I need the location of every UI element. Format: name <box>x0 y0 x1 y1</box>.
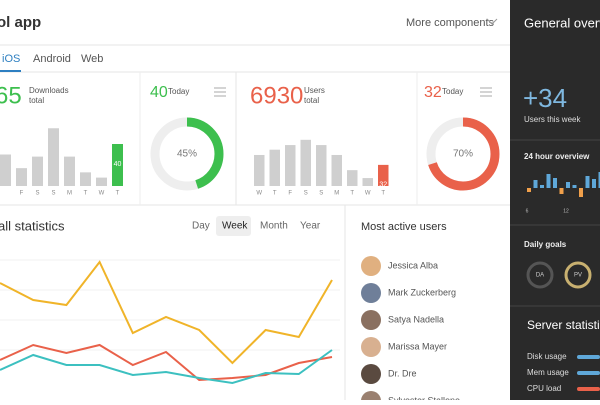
hour-bar <box>592 179 596 188</box>
bar <box>32 157 43 186</box>
avatar <box>361 310 381 330</box>
period-tab[interactable]: Month <box>260 221 288 232</box>
users-count: +34 <box>523 83 567 113</box>
period-tab[interactable]: Week <box>222 221 248 232</box>
day-label: F <box>288 191 292 197</box>
day-label: T <box>116 191 120 197</box>
period-tab[interactable]: Year <box>300 221 321 232</box>
bar <box>64 157 75 186</box>
server-label: CPU load <box>527 384 561 393</box>
hour-bar <box>547 174 551 188</box>
hour-bar <box>586 176 590 188</box>
bar <box>96 178 107 186</box>
bar <box>285 145 296 186</box>
server-bar <box>577 355 600 359</box>
bar <box>254 155 265 186</box>
hour-bar <box>566 182 570 188</box>
section-title: Most active users <box>361 221 447 233</box>
total-label: Downloads <box>29 86 69 95</box>
tab[interactable]: iOS <box>2 53 20 65</box>
today-label: Today <box>168 87 189 96</box>
avatar <box>361 337 381 357</box>
day-label: T <box>381 191 385 197</box>
tab-underline <box>0 70 21 72</box>
today-value: 32 <box>424 84 442 101</box>
side-title: General overvie <box>524 15 600 30</box>
bar <box>316 145 327 186</box>
hour-tick: 12 <box>563 208 569 214</box>
day-label: S <box>319 191 323 197</box>
hour-bar <box>540 185 544 188</box>
user-name[interactable]: Marissa Mayer <box>388 341 447 351</box>
tab[interactable]: Web <box>81 53 103 65</box>
day-label: W <box>256 191 262 197</box>
avatar <box>361 256 381 276</box>
goal-label: DA <box>536 273 544 279</box>
bar <box>16 168 27 186</box>
bar-label: 32 <box>379 182 387 189</box>
hour-bar <box>573 185 577 188</box>
day-label: W <box>99 191 105 197</box>
day-label: S <box>51 191 55 197</box>
today-value: 40 <box>150 84 168 101</box>
bar-label: 40 <box>114 161 122 168</box>
today-label: Today <box>442 87 463 96</box>
day-label: T <box>84 191 88 197</box>
menu-button[interactable]: More components <box>406 17 495 29</box>
tab[interactable]: Android <box>33 53 71 65</box>
user-name[interactable]: Satya Nadella <box>388 314 444 324</box>
hour-bar <box>579 188 583 197</box>
donut-label: 70% <box>453 149 473 160</box>
day-label: M <box>334 191 339 197</box>
goal-label: PV <box>574 273 582 279</box>
total-label: total <box>29 96 44 105</box>
bar <box>301 140 312 186</box>
day-label: T <box>273 191 277 197</box>
bar <box>48 128 59 186</box>
day-label: S <box>35 191 39 197</box>
total-label: Users <box>304 86 325 95</box>
bar <box>270 150 281 186</box>
section-title: all statistics <box>0 218 65 233</box>
total: 6930 <box>250 82 303 109</box>
avatar <box>361 283 381 303</box>
donut-label: 45% <box>177 149 197 160</box>
hour-bar <box>527 188 531 192</box>
day-label: S <box>304 191 308 197</box>
side-panel <box>510 0 600 400</box>
day-label: F <box>20 191 24 197</box>
bar <box>363 178 374 186</box>
side-subtitle: Daily goals <box>524 240 567 249</box>
bar <box>0 155 11 187</box>
total-label: total <box>304 96 319 105</box>
bar <box>347 170 358 186</box>
user-name[interactable]: Sylvester Stallone <box>388 395 460 400</box>
bar <box>332 155 343 186</box>
avatar <box>361 364 381 384</box>
hour-bar <box>560 188 564 194</box>
user-name[interactable]: Mark Zuckerberg <box>388 287 456 297</box>
server-label: Disk usage <box>527 352 567 361</box>
day-label: W <box>365 191 371 197</box>
users-count-label: Users this week <box>524 115 581 124</box>
day-label: M <box>67 191 72 197</box>
app-title: ol app <box>0 14 41 31</box>
bar <box>80 172 91 186</box>
user-name[interactable]: Jessica Alba <box>388 260 438 270</box>
hour-bar <box>534 180 538 188</box>
server-bar <box>577 371 600 375</box>
period-tab[interactable]: Day <box>192 221 210 232</box>
day-label: T <box>350 191 354 197</box>
hour-bar <box>553 178 557 188</box>
server-label: Mem usage <box>527 368 569 377</box>
total: 65 <box>0 82 22 109</box>
side-title: Server statisti <box>527 318 600 332</box>
hour-tick: 6 <box>526 208 529 214</box>
side-subtitle: 24 hour overview <box>524 152 590 161</box>
server-bar <box>577 387 600 391</box>
user-name[interactable]: Dr. Dre <box>388 368 417 378</box>
